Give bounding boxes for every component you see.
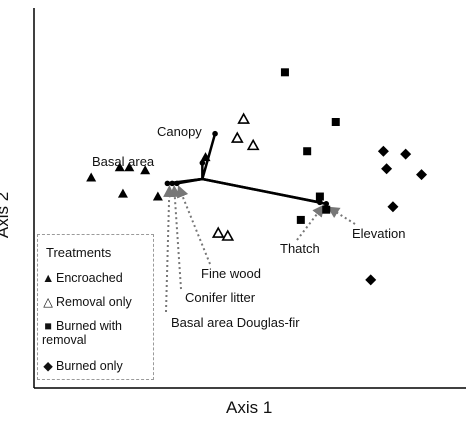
vector-tip-canopy xyxy=(212,130,218,137)
point-removal-only-4 xyxy=(211,226,225,238)
legend: Treatments ▲ Encroached △ Removal only ■ Bu… xyxy=(37,234,154,380)
point-burned-with-removal-6 xyxy=(322,205,331,214)
leader-elevation xyxy=(327,206,356,225)
x-axis-title: Axis 1 xyxy=(226,398,273,417)
leader-basal-area-douglas-fir xyxy=(163,184,176,313)
point-encroached-3 xyxy=(124,162,135,172)
label-leader-layer xyxy=(163,184,356,313)
legend-label-burned-only: Burned only xyxy=(56,359,123,373)
vector-canopy xyxy=(201,132,217,181)
vector-label-thatch: Thatch xyxy=(280,241,320,256)
square-icon: ■ xyxy=(44,319,52,333)
point-burned-only-5 xyxy=(387,201,399,213)
vector-tip-basal-area-douglas-fir xyxy=(164,180,171,187)
legend-item-encroached: ▲ Encroached xyxy=(42,271,123,285)
legend-title: Treatments xyxy=(46,245,112,260)
point-burned-with-removal-1 xyxy=(280,68,289,77)
vector-label-fine-wood: Fine wood xyxy=(201,266,261,281)
point-layer xyxy=(86,68,428,286)
point-burned-only-3 xyxy=(381,163,393,175)
point-burned-only-2 xyxy=(400,148,412,160)
vector-layer xyxy=(164,130,330,207)
point-burned-only-1 xyxy=(377,145,389,157)
point-burned-only-6 xyxy=(365,274,377,286)
legend-label-burned-with-removal: Burned with removal xyxy=(42,319,123,347)
legend-label-encroached: Encroached xyxy=(56,271,123,285)
vector-label-basal-area-douglas-fir: Basal area Douglas-fir xyxy=(171,315,300,330)
y-axis-title: Axis 2 xyxy=(0,192,13,239)
triangle-open-icon: △ xyxy=(43,295,53,309)
legend-item-removal-only: △ Removal only xyxy=(42,295,132,309)
point-burned-with-removal-3 xyxy=(303,147,312,156)
plot-axes xyxy=(33,8,466,389)
point-encroached-6 xyxy=(152,191,163,201)
triangle-filled-icon: ▲ xyxy=(42,271,55,285)
point-burned-with-removal-5 xyxy=(296,215,305,224)
leader-conifer-litter xyxy=(168,184,182,290)
point-removal-only-5 xyxy=(221,229,235,241)
point-burned-with-removal-2 xyxy=(331,118,340,126)
vector-label-elevation: Elevation xyxy=(352,226,406,241)
point-removal-only-1 xyxy=(230,131,244,143)
point-encroached-5 xyxy=(117,188,128,198)
vector-tip-basal-area xyxy=(199,160,206,166)
point-removal-only-3 xyxy=(246,138,260,151)
vector-label-canopy: Canopy xyxy=(157,124,202,139)
vector-elevation xyxy=(201,177,328,206)
legend-item-burned-only: ◆ Burned only xyxy=(42,359,123,373)
point-encroached-1 xyxy=(86,172,97,182)
point-removal-only-2 xyxy=(237,112,251,124)
vector-label-conifer-litter: Conifer litter xyxy=(185,290,256,305)
point-burned-only-4 xyxy=(416,169,428,181)
point-encroached-4 xyxy=(140,165,151,175)
point-encroached-2 xyxy=(114,162,125,172)
vector-label-basal-area: Basal area xyxy=(92,154,155,169)
vector-basal-area-douglas-fir xyxy=(166,177,204,185)
point-encroached-7 xyxy=(200,152,211,162)
legend-item-burned-with-removal: ■ Burned with removal xyxy=(42,319,150,347)
leader-thatch xyxy=(296,204,325,241)
vector-tip-elevation xyxy=(323,201,330,207)
leader-fine-wood xyxy=(176,185,211,265)
point-burned-with-removal-4 xyxy=(315,192,324,201)
diamond-icon: ◆ xyxy=(43,359,53,373)
legend-label-removal-only: Removal only xyxy=(56,295,132,309)
